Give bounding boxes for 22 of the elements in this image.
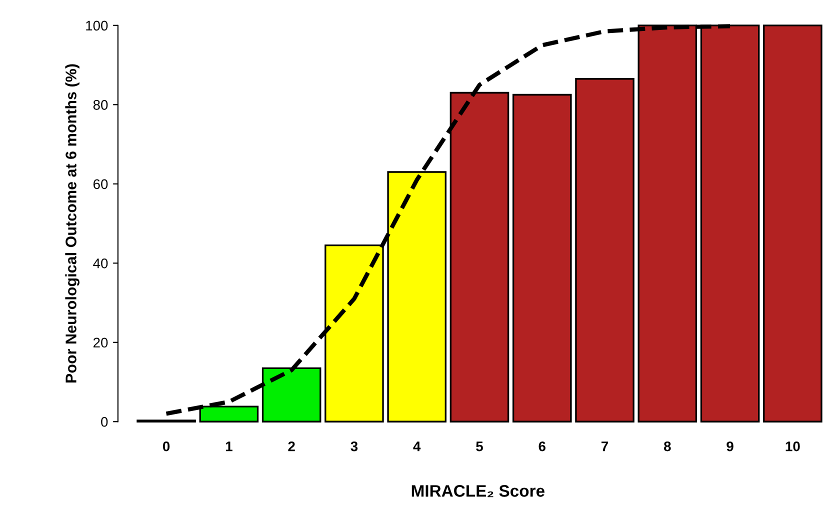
x-tick-label: 0 [162,441,170,452]
x-tick-label: 2 [288,441,295,452]
y-tick-label: 40 [93,258,108,268]
y-tick-label: 20 [93,338,108,348]
y-tick-label: 80 [93,100,108,110]
bar [763,24,822,422]
y-axis-title: Poor Neurological Outcome at 6 months (%) [65,64,80,382]
x-tick-label: 6 [538,441,546,452]
bar [575,78,634,422]
x-tick-label: 9 [726,441,734,452]
x-tick-label: 3 [350,441,358,452]
y-tick-label: 0 [101,416,108,427]
y-tick-label: 60 [93,179,108,190]
bar [512,94,572,422]
x-tick-label: 5 [476,442,483,452]
x-tick-label: 1 [226,442,232,452]
x-tick-label: 7 [602,442,608,452]
x-tick-label: 4 [413,442,421,452]
x-tick-label: 10 [786,441,800,452]
x-tick-label: 8 [664,441,671,452]
y-tick-label: 100 [86,20,108,31]
x-axis-title: MIRACLE₂ Score [412,485,544,498]
